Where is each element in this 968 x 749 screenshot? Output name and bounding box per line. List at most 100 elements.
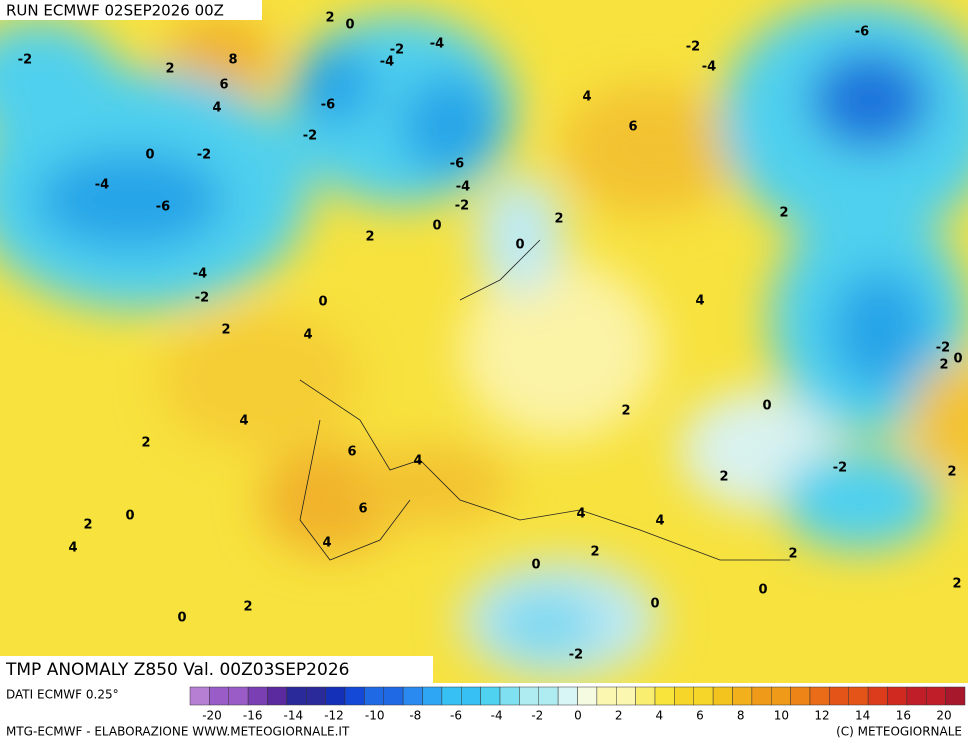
contour-label: 0 <box>432 219 441 234</box>
scale-swatch <box>344 686 365 706</box>
scale-label: -8 <box>409 709 421 723</box>
contour-label: 2 <box>719 470 728 485</box>
scale-swatch <box>809 686 830 706</box>
scale-swatch <box>557 686 578 706</box>
scale-swatch <box>267 686 288 706</box>
contour-label: 0 <box>318 295 327 310</box>
contour-label: -2 <box>569 648 583 663</box>
contour-label: 0 <box>762 399 771 414</box>
contour-label: -2 <box>455 199 469 214</box>
run-box <box>0 0 262 20</box>
scale-swatch <box>596 686 617 706</box>
scale-label: 14 <box>855 709 870 723</box>
contour-label: -4 <box>456 180 470 195</box>
title-box <box>0 656 433 683</box>
scale-label: -12 <box>324 709 344 723</box>
run-label: RUN ECMWF 02SEP2026 00Z <box>6 2 224 20</box>
scale-swatch <box>499 686 520 706</box>
contour-label: -2 <box>833 461 847 476</box>
contour-label: -4 <box>430 37 444 52</box>
contour-label: 4 <box>695 294 704 309</box>
scale-label: 6 <box>696 709 704 723</box>
contour-label: 0 <box>531 558 540 573</box>
scale-swatch <box>325 686 346 706</box>
scale-swatch <box>228 686 249 706</box>
coastline <box>299 239 790 561</box>
scale-label: 0 <box>574 709 582 723</box>
scale-label: 12 <box>814 709 829 723</box>
scale-swatch <box>189 686 210 706</box>
contour-label: 2 <box>952 577 961 592</box>
contour-label: 6 <box>628 120 637 135</box>
contour-label: -4 <box>380 55 394 70</box>
contour-label: 2 <box>947 465 956 480</box>
scale-swatch <box>693 686 714 706</box>
scale-label: -10 <box>365 709 385 723</box>
scale-swatch <box>751 686 772 706</box>
scale-label: 2 <box>615 709 623 723</box>
contour-label: 2 <box>325 11 334 26</box>
contour-label: -2 <box>936 341 950 356</box>
scale-swatch <box>538 686 559 706</box>
contour-label: 0 <box>758 583 767 598</box>
scale-swatch <box>306 686 326 706</box>
map: RUN ECMWF 02SEP2026 00Z TMP ANOMALY Z850… <box>0 0 968 683</box>
contour-label: -6 <box>450 157 464 172</box>
contour-label: 2 <box>621 404 630 419</box>
scale-label: 10 <box>774 709 789 723</box>
scale-swatch <box>577 686 598 706</box>
scale-swatch <box>829 686 849 706</box>
contour-label: -6 <box>855 25 869 40</box>
scale-label: 4 <box>656 709 664 723</box>
contour-label: -4 <box>95 178 109 193</box>
contour-label: -2 <box>303 129 317 144</box>
source-label: DATI ECMWF 0.25° <box>6 688 119 702</box>
scale-label: 16 <box>896 709 911 723</box>
scale-swatch <box>867 686 888 706</box>
contour-label: -2 <box>686 40 700 55</box>
scale-label: 20 <box>936 709 951 723</box>
contour-label: 2 <box>554 212 563 227</box>
contour-label: 0 <box>125 509 134 524</box>
footer-left: MTG-ECMWF - ELABORAZIONE WWW.METEOGIORNA… <box>6 725 350 739</box>
contour-label: 4 <box>68 541 77 556</box>
contour-label: 2 <box>243 600 252 615</box>
contour-label: 2 <box>788 547 797 562</box>
contour-label: 2 <box>165 62 174 77</box>
contour-label: 2 <box>590 545 599 560</box>
contour-label: 0 <box>515 238 524 253</box>
contour-label: 4 <box>239 414 248 429</box>
footer-right: (C) METEOGIORNALE <box>836 725 962 739</box>
contour-label: -6 <box>321 98 335 113</box>
contour-label: 2 <box>83 518 92 533</box>
map-title: TMP ANOMALY Z850 Val. 00Z03SEP2026 <box>5 660 349 680</box>
scale-label: 8 <box>737 709 745 723</box>
scale-swatch <box>480 686 501 706</box>
scale-swatch <box>364 686 384 706</box>
contour-label: 0 <box>650 597 659 612</box>
contour-label: 4 <box>212 101 221 116</box>
scale-swatch <box>906 686 927 706</box>
scale-swatch <box>771 686 791 706</box>
contour-label: 4 <box>413 454 422 469</box>
contour-label: 4 <box>303 328 312 343</box>
contour-label: 2 <box>779 206 788 221</box>
contour-label: -2 <box>18 53 32 68</box>
contour-label: -4 <box>702 60 716 75</box>
scale-label: -2 <box>531 709 543 723</box>
scale-swatch <box>848 686 869 706</box>
contour-label: 2 <box>221 323 230 338</box>
scale-swatch <box>383 686 404 706</box>
contour-label: -2 <box>197 148 211 163</box>
scale-label: -4 <box>491 709 503 723</box>
scale-swatch <box>926 686 946 706</box>
contour-label: -4 <box>193 267 207 282</box>
scale-swatch <box>887 686 908 706</box>
scale-swatch <box>402 686 423 706</box>
scale-swatch <box>945 686 966 706</box>
contour-label: 0 <box>145 148 154 163</box>
scale-swatch <box>616 686 636 706</box>
contour-label: 6 <box>358 502 367 517</box>
scale-swatch <box>441 686 462 706</box>
